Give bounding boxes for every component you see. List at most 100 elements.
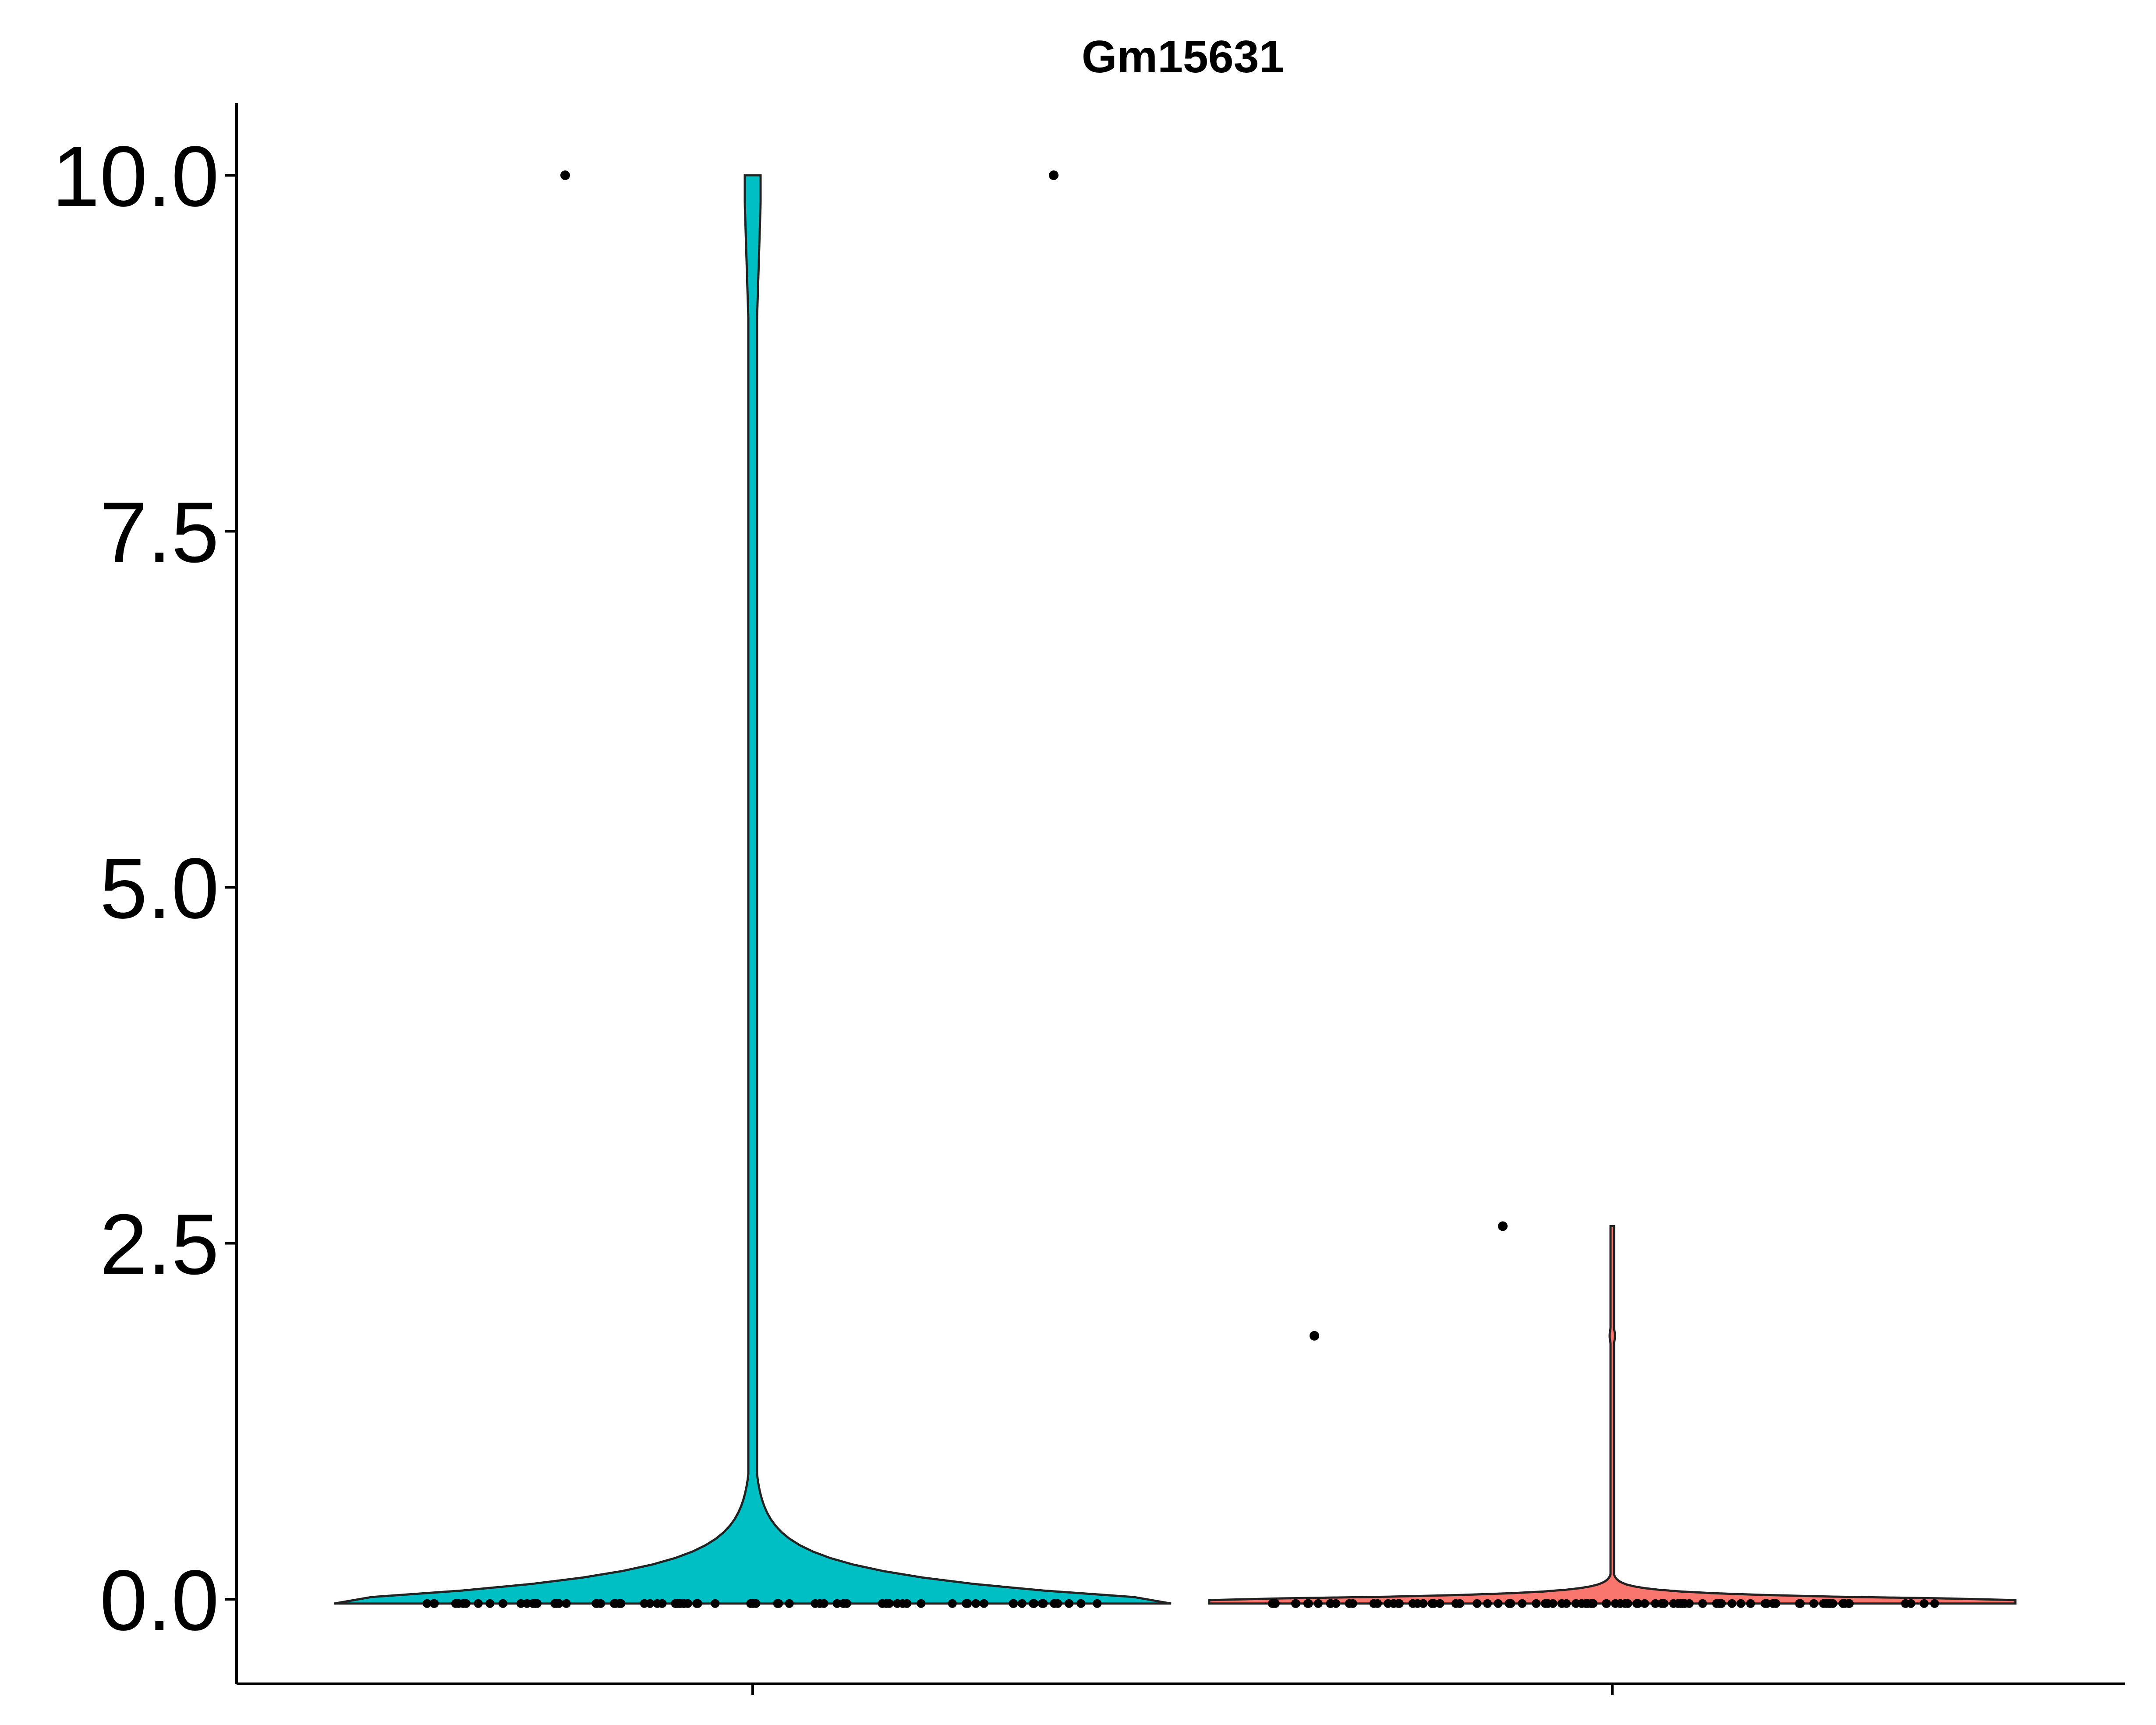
data-point <box>1429 1599 1438 1608</box>
data-point <box>591 1599 601 1608</box>
data-point <box>1532 1599 1541 1608</box>
data-point <box>1413 1599 1422 1608</box>
outlier-point <box>1049 170 1059 180</box>
data-point <box>673 1599 682 1608</box>
data-point <box>1017 1599 1027 1608</box>
data-point <box>1616 1599 1625 1608</box>
data-point <box>811 1599 820 1608</box>
data-point <box>979 1599 988 1608</box>
data-point <box>885 1599 894 1608</box>
data-point <box>1455 1599 1464 1608</box>
data-point <box>1009 1599 1018 1608</box>
data-point <box>1435 1599 1444 1608</box>
data-point <box>1494 1599 1503 1608</box>
data-point <box>1840 1599 1849 1608</box>
data-point <box>1093 1599 1102 1608</box>
data-point <box>1304 1599 1313 1608</box>
data-point <box>516 1599 525 1608</box>
violin-series-1 <box>334 174 1172 1605</box>
data-point <box>1586 1599 1596 1608</box>
data-point <box>1384 1599 1393 1608</box>
data-point <box>1698 1599 1707 1608</box>
y-tick-label: 5.0 <box>100 840 219 936</box>
data-point <box>1557 1599 1566 1608</box>
data-point <box>1394 1599 1403 1608</box>
points-layer <box>422 170 1939 1608</box>
data-point <box>454 1599 463 1608</box>
data-point <box>474 1599 483 1608</box>
data-point <box>1746 1599 1755 1608</box>
data-point <box>692 1599 701 1608</box>
y-tick-label: 2.5 <box>100 1197 219 1293</box>
data-point <box>898 1599 907 1608</box>
y-tick-label: 10.0 <box>52 128 219 224</box>
data-point <box>1038 1599 1047 1608</box>
data-point <box>1269 1599 1278 1608</box>
data-point <box>971 1599 981 1608</box>
data-point <box>1506 1599 1515 1608</box>
data-point <box>1345 1599 1354 1608</box>
violin-series-2 <box>1208 1225 2017 1605</box>
data-point <box>1313 1599 1323 1608</box>
data-point <box>1930 1599 1939 1608</box>
data-point <box>878 1599 887 1608</box>
data-point <box>640 1599 649 1608</box>
data-point <box>616 1599 626 1608</box>
data-point <box>1292 1599 1301 1608</box>
data-point <box>948 1599 957 1608</box>
data-point <box>1473 1599 1482 1608</box>
data-point <box>1762 1599 1771 1608</box>
data-point <box>1632 1599 1641 1608</box>
data-point <box>531 1599 540 1608</box>
data-point <box>1680 1599 1689 1608</box>
data-point <box>842 1599 851 1608</box>
data-point <box>1518 1599 1527 1608</box>
chart-title: Gm15631 <box>1082 32 1285 82</box>
data-point <box>711 1599 720 1608</box>
y-tick-label: 7.5 <box>100 485 219 581</box>
data-point <box>429 1599 439 1608</box>
data-point <box>498 1599 507 1608</box>
data-point <box>1483 1599 1492 1608</box>
data-point <box>1640 1599 1649 1608</box>
data-point <box>1053 1599 1062 1608</box>
data-point <box>1771 1599 1781 1608</box>
data-point <box>751 1599 761 1608</box>
outlier-point <box>1310 1331 1319 1341</box>
data-point <box>832 1599 842 1608</box>
data-point <box>1828 1599 1837 1608</box>
data-point <box>1809 1599 1818 1608</box>
data-point <box>422 1599 432 1608</box>
data-point <box>963 1599 972 1608</box>
data-point <box>1065 1599 1074 1608</box>
data-point <box>552 1599 561 1608</box>
data-point <box>485 1599 495 1608</box>
data-point <box>1660 1599 1669 1608</box>
data-point <box>1796 1599 1805 1608</box>
data-point <box>1602 1599 1611 1608</box>
data-point <box>562 1599 571 1608</box>
data-point <box>1728 1599 1737 1608</box>
outlier-point <box>560 170 570 180</box>
data-point <box>774 1599 783 1608</box>
data-point <box>1030 1599 1039 1608</box>
data-point <box>1326 1599 1335 1608</box>
data-point <box>1715 1599 1724 1608</box>
data-point <box>1819 1599 1828 1608</box>
data-point <box>785 1599 794 1608</box>
data-point <box>653 1599 662 1608</box>
y-tick-label: 0.0 <box>100 1552 219 1648</box>
data-point <box>683 1599 692 1608</box>
axes-layer: 0.0 2.5 5.0 7.5 10.0 <box>52 103 2125 1695</box>
data-point <box>1919 1599 1929 1608</box>
data-point <box>1373 1599 1382 1608</box>
data-point <box>1541 1599 1550 1608</box>
data-point <box>1076 1599 1086 1608</box>
data-point <box>1651 1599 1660 1608</box>
data-point <box>1736 1599 1745 1608</box>
data-point <box>522 1599 531 1608</box>
data-point <box>1674 1599 1683 1608</box>
data-point <box>917 1599 926 1608</box>
data-point <box>1901 1599 1910 1608</box>
